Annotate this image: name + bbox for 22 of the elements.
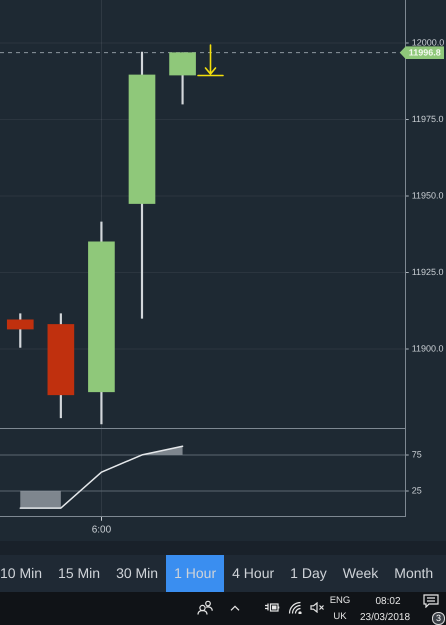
text: 08:02 [375,596,401,608]
y-tick-label: 11950.0 [412,190,444,200]
text: ENG [330,595,350,607]
y-tick-label: 75 [412,449,422,460]
text: 23/03/2018 [360,612,410,624]
y-tick-label: 11925.0 [412,266,444,277]
category-label: 1 Hour [166,555,224,592]
category-label: 4 Hour [224,555,282,592]
y-tick-label: 25 [412,485,422,496]
y-tick-label: 11975.0 [412,114,444,124]
text: 3 [432,612,445,625]
x-tick-label: 6:00 [92,524,112,536]
y-tick-label: 12000.0 [412,37,444,48]
text: UK [333,611,347,623]
y-tick-label: 11900.0 [412,343,444,354]
ref-line-label: 11996.8 [408,48,441,58]
category-label: 30 Min [108,555,166,592]
category-label: Month [386,555,442,592]
category-label: 15 Min [50,555,108,592]
category-label: 10 Min [0,555,50,592]
category-label: Week [334,555,386,592]
category-label: 1 Day [282,555,335,592]
